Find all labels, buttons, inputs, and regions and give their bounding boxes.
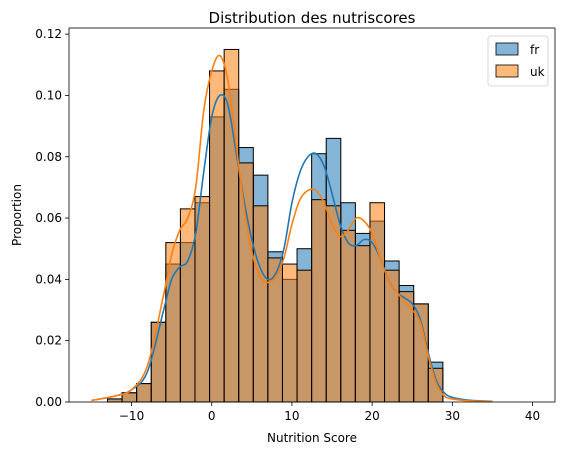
bar-uk — [179, 208, 196, 403]
plot-area: −10 0 10 20 30 40 0.00 0.02 0.04 0.06 0.08 0.10 0.1… — [35, 27, 556, 423]
bar-uk — [296, 269, 313, 403]
x-tick-label: 40 — [525, 409, 540, 423]
bar-uk — [311, 199, 327, 403]
legend-label-fr: fr — [530, 43, 539, 57]
y-tick-label: 0.08 — [35, 150, 62, 164]
y-tick-label: 0.12 — [35, 27, 62, 41]
legend: fr uk — [487, 35, 549, 87]
y-tick-label: 0.04 — [35, 272, 62, 286]
bars-uk — [106, 48, 444, 403]
legend-swatch-uk — [495, 64, 519, 78]
y-axis-label: Proportion — [10, 184, 24, 246]
bar-uk — [384, 269, 400, 403]
bar-uk — [136, 383, 152, 403]
legend-label-uk: uk — [530, 65, 545, 79]
chart-title: Distribution des nutriscores — [209, 9, 416, 27]
x-axis-label: Nutrition Score — [267, 431, 357, 445]
y-axis-ticks: 0.00 0.02 0.04 0.06 0.08 0.10 0.12 — [35, 27, 69, 409]
x-tick-label: 30 — [445, 409, 460, 423]
bar-uk — [165, 242, 181, 403]
x-tick-label: 0 — [208, 409, 216, 423]
kde-line-uk — [91, 54, 493, 403]
bar-uk — [281, 263, 298, 403]
bar-uk — [340, 229, 356, 403]
bar-uk — [413, 303, 429, 403]
bar-uk — [354, 245, 371, 403]
bar-uk — [252, 205, 269, 403]
plot-frame — [68, 27, 556, 403]
x-axis-ticks: −10 0 10 20 30 40 — [119, 402, 540, 423]
y-tick-label: 0.00 — [35, 395, 62, 409]
kde-line-fr — [91, 93, 493, 403]
bar-uk — [238, 162, 254, 403]
y-tick-label: 0.10 — [35, 88, 62, 102]
y-tick-label: 0.06 — [35, 211, 62, 225]
legend-swatch-fr — [495, 42, 519, 56]
y-tick-label: 0.02 — [35, 334, 62, 348]
x-tick-label: 20 — [365, 409, 380, 423]
bar-uk — [106, 398, 123, 403]
bar-uk — [427, 367, 444, 403]
x-tick-label: 10 — [284, 409, 299, 423]
x-tick-label: −10 — [119, 409, 144, 423]
